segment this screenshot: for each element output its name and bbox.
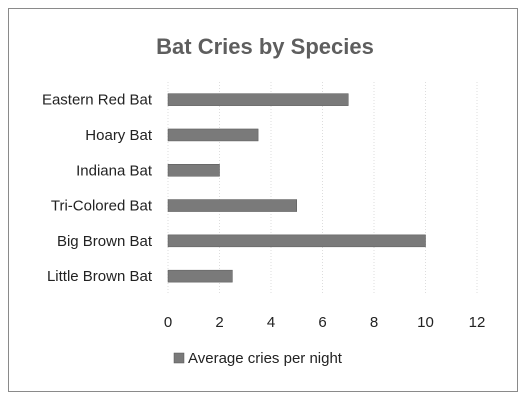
category-label: Little Brown Bat [47, 268, 153, 285]
x-tick-label: 2 [215, 314, 223, 331]
chart-title: Bat Cries by Species [156, 34, 374, 59]
x-tick-label: 6 [318, 314, 326, 331]
category-label: Indiana Bat [76, 162, 153, 179]
x-tick-label: 12 [469, 314, 486, 331]
category-label: Big Brown Bat [57, 233, 153, 250]
x-tick-label: 10 [417, 314, 434, 331]
category-label: Hoary Bat [85, 127, 153, 144]
legend-label: Average cries per night [188, 350, 342, 367]
category-label: Tri-Colored Bat [51, 198, 153, 215]
bar [167, 269, 233, 283]
x-tick-label: 0 [164, 314, 172, 331]
bar [167, 128, 259, 142]
category-label: Eastern Red Bat [42, 92, 153, 109]
bar [167, 164, 220, 177]
legend-swatch [173, 352, 185, 364]
bar [167, 234, 426, 248]
bar [167, 93, 349, 106]
x-tick-label: 4 [267, 314, 275, 331]
bar [167, 199, 297, 212]
x-tick-label: 8 [370, 314, 378, 331]
